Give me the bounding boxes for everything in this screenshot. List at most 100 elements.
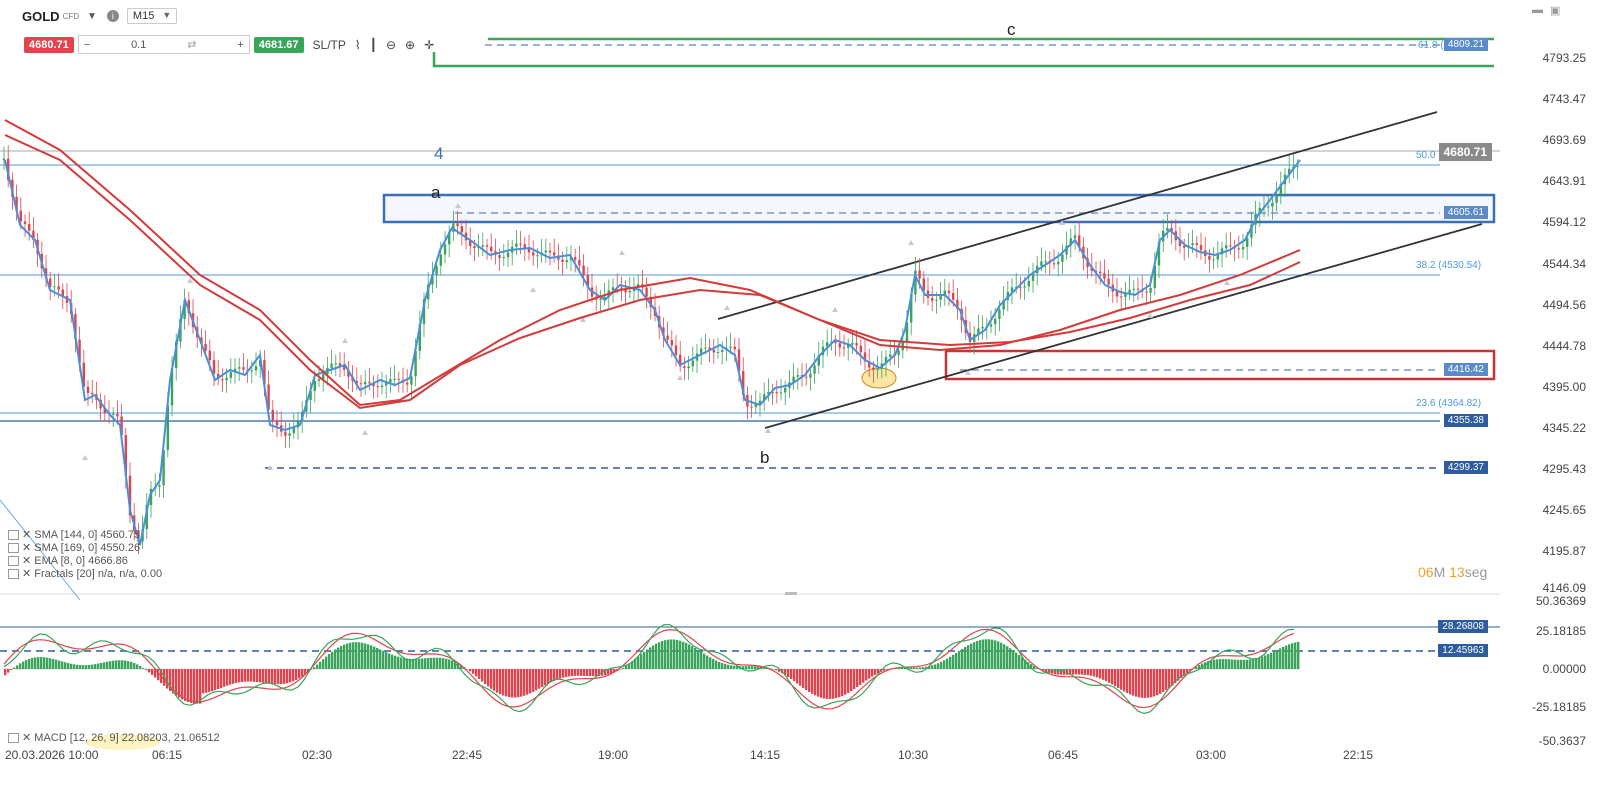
levels-layer bbox=[0, 44, 1500, 750]
minimize-icon[interactable]: ▬ bbox=[1532, 4, 1543, 16]
macd-histogram-bar bbox=[709, 657, 712, 669]
macd-histogram-bar bbox=[886, 669, 889, 670]
macd-histogram-bar bbox=[151, 669, 154, 675]
crosshair-icon[interactable]: ✛ bbox=[424, 37, 435, 52]
macd-histogram-bar bbox=[1129, 669, 1132, 695]
candle-chart-icon[interactable]: ┃ bbox=[369, 37, 377, 52]
macd-histogram-bar bbox=[940, 661, 943, 669]
info-icon[interactable]: i bbox=[106, 10, 119, 22]
macd-histogram-bar bbox=[1000, 642, 1003, 669]
candle-body bbox=[515, 243, 518, 247]
indicator-sma169[interactable]: ✕ SMA [169, 0] 4550.26 bbox=[8, 541, 162, 554]
macd-histogram-bar bbox=[31, 658, 34, 669]
macd-histogram-bar bbox=[178, 669, 181, 698]
macd-histogram-bar bbox=[1261, 656, 1264, 669]
macd-histogram-bar bbox=[1069, 669, 1072, 675]
macd-histogram-bar bbox=[1180, 669, 1183, 679]
buy-button[interactable]: 4681.67 bbox=[253, 36, 304, 53]
macd-histogram-bar bbox=[400, 657, 403, 669]
macd-histogram-bar bbox=[598, 669, 601, 677]
macd-histogram-bar bbox=[508, 669, 511, 698]
sell-button[interactable]: 4680.71 bbox=[24, 36, 74, 53]
candle-body bbox=[939, 295, 942, 300]
candle-body bbox=[1288, 168, 1291, 175]
wave-label-b: b bbox=[760, 448, 770, 467]
macd-histogram-bar bbox=[316, 664, 319, 669]
zoom-out-icon[interactable]: ⊖ bbox=[385, 37, 397, 52]
macd-histogram-bar bbox=[262, 669, 265, 683]
macd-histogram-bar bbox=[877, 669, 880, 674]
candle-body bbox=[935, 299, 938, 301]
macd-histogram-bar bbox=[130, 661, 133, 669]
candle-body bbox=[435, 265, 438, 276]
sltp-button[interactable]: SL/TP bbox=[312, 37, 346, 52]
candle-body bbox=[943, 290, 946, 296]
time-axis-label: 19:00 bbox=[598, 748, 629, 762]
macd-histogram-bar bbox=[910, 667, 913, 669]
indicator-ema8[interactable]: ✕ EMA [8, 0] 4666.86 bbox=[8, 554, 162, 567]
macd-histogram-bar bbox=[118, 660, 121, 669]
macd-legend[interactable]: ✕ MACD [12, 26, 9] 22.08203, 21.06512 bbox=[8, 731, 220, 744]
macd-histogram-bar bbox=[448, 659, 451, 669]
candle-body bbox=[1279, 184, 1282, 195]
candle-body bbox=[1107, 278, 1110, 285]
increase-volume-button[interactable]: + bbox=[237, 38, 244, 51]
macd-histogram-bar bbox=[472, 669, 475, 674]
time-axis-label: 22:45 bbox=[452, 748, 483, 762]
macd-histogram-bar bbox=[1219, 659, 1222, 669]
candle-body bbox=[1099, 271, 1102, 274]
macd-histogram-bar bbox=[295, 669, 298, 680]
symbol-name[interactable]: GOLD bbox=[22, 8, 60, 24]
macd-histogram-bar bbox=[1264, 655, 1267, 669]
macd-histogram-bar bbox=[124, 660, 127, 669]
candle-body bbox=[271, 409, 274, 421]
macd-histogram-bar bbox=[1285, 645, 1288, 669]
maximize-icon[interactable]: ▣ bbox=[1550, 5, 1561, 17]
candle-body bbox=[208, 350, 211, 361]
macd-histogram-bar bbox=[514, 669, 517, 698]
macd-histogram-bar bbox=[610, 669, 613, 674]
macd-histogram-bar bbox=[85, 665, 88, 669]
macd-histogram-bar bbox=[172, 669, 175, 694]
candle-body bbox=[700, 348, 703, 354]
wave-label-a: a bbox=[431, 183, 441, 202]
candle-body bbox=[1157, 241, 1161, 266]
macd-histogram-bar bbox=[355, 642, 358, 669]
macd-histogram-bar bbox=[1291, 643, 1294, 669]
macd-histogram-bar bbox=[799, 669, 802, 686]
candle-body bbox=[712, 349, 715, 353]
macd-histogram-bar bbox=[823, 669, 826, 699]
indicator-fractals[interactable]: ✕ Fractals [20] n/a, n/a, 0.00 bbox=[8, 567, 162, 580]
volume-input[interactable]: − 0.1 ⇄ + bbox=[77, 35, 250, 54]
macd-histogram-bar bbox=[556, 669, 559, 680]
swap-icon[interactable]: ⇄ bbox=[187, 39, 197, 51]
candle-body bbox=[1258, 208, 1261, 214]
macd-histogram-bar bbox=[247, 669, 250, 682]
candle-body bbox=[61, 289, 64, 297]
macd-histogram-bar bbox=[553, 669, 556, 681]
macd-histogram-bar bbox=[607, 669, 610, 675]
zoom-in-icon[interactable]: ⊕ bbox=[405, 37, 416, 52]
candle-body bbox=[637, 284, 640, 288]
fractal-marker bbox=[677, 375, 683, 380]
sma-169-line bbox=[4, 134, 1301, 410]
candle-body bbox=[15, 196, 18, 211]
macd-histogram-bar bbox=[1174, 669, 1177, 684]
candle-body bbox=[779, 392, 783, 394]
timeframe-select[interactable]: M15 ▼ bbox=[126, 8, 178, 24]
macd-histogram-bar bbox=[1033, 666, 1036, 669]
indicator-sma144[interactable]: ✕ SMA [144, 0] 4560.75 bbox=[8, 528, 162, 541]
candle-body bbox=[1191, 243, 1194, 246]
price-axis-label: 4643.91 bbox=[1542, 174, 1586, 188]
candle-body bbox=[376, 386, 379, 388]
macd-histogram-bar bbox=[949, 656, 952, 669]
candle-body bbox=[368, 381, 371, 384]
candle-body bbox=[855, 343, 858, 346]
chevron-down-icon[interactable]: ▼ bbox=[87, 10, 97, 22]
line-chart-icon[interactable]: ⌇ bbox=[354, 37, 361, 52]
macd-histogram-bar bbox=[460, 664, 463, 669]
decrease-volume-button[interactable]: − bbox=[83, 38, 91, 51]
macd-histogram-bar bbox=[34, 657, 37, 669]
candle-body bbox=[796, 375, 799, 377]
